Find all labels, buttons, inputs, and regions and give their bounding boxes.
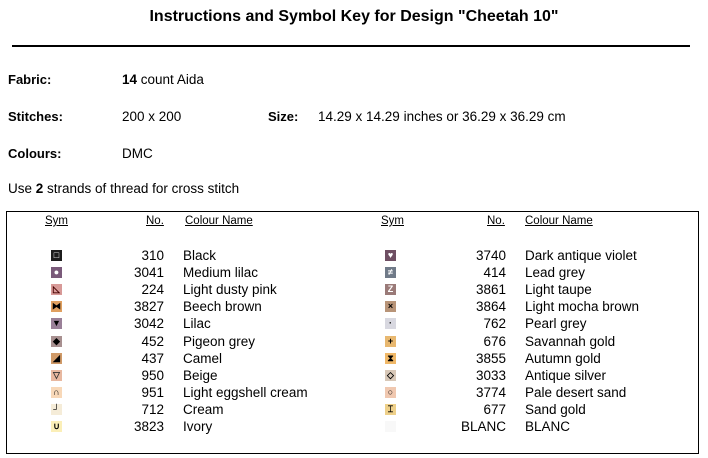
colour-name: Pale desert sand <box>525 384 627 400</box>
symbol-swatch-icon: ⌶ <box>385 403 396 415</box>
colour-number: BLANC <box>460 419 506 434</box>
colour-name: Beige <box>183 367 218 383</box>
colour-name: Beech brown <box>183 299 262 315</box>
colour-number: 712 <box>141 401 164 417</box>
fabric-value: 14 count Aida <box>122 72 204 87</box>
strand-instruction: Use 2 strands of thread for cross stitch <box>8 181 240 196</box>
symbol-swatch-icon: · <box>385 318 396 330</box>
colour-number: 3740 <box>475 248 506 263</box>
colour-name: BLANC <box>525 419 571 434</box>
colour-name: Sand gold <box>525 401 586 417</box>
colour-number: 951 <box>141 384 164 400</box>
symbol-swatch-icon: ⧗ <box>385 352 396 364</box>
symbol-swatch-icon: ▽ <box>51 369 62 381</box>
colour-name: Dark antique violet <box>525 248 637 263</box>
header-name-right: Colour Name <box>525 215 593 227</box>
colour-name: Light eggshell cream <box>183 384 308 400</box>
colour-number: 224 <box>141 282 164 298</box>
colour-name: Light mocha brown <box>525 299 640 315</box>
colour-name: Pearl grey <box>525 316 587 332</box>
colour-name: Pigeon grey <box>183 333 256 349</box>
header-sym-left: Sym <box>45 215 68 227</box>
colour-name: Black <box>183 248 217 263</box>
colour-name: Camel <box>183 350 223 366</box>
colour-name: Medium lilac <box>183 265 259 281</box>
colours-label: Colours: <box>8 146 62 161</box>
colour-name: Antique silver <box>525 367 607 383</box>
symbol-swatch-icon: □ <box>51 250 62 261</box>
colour-number: 3041 <box>133 265 164 281</box>
colour-number: 677 <box>483 401 506 417</box>
symbol-swatch-icon: ♥ <box>385 250 396 261</box>
symbol-swatch-icon: × <box>385 301 396 313</box>
symbol-swatch-icon: ▼ <box>51 318 62 330</box>
colour-number: 3823 <box>133 419 164 434</box>
symbol-swatch-icon: ◺ <box>51 284 62 296</box>
strand-count: 2 <box>35 181 44 196</box>
colour-name: Lilac <box>183 316 211 332</box>
symbol-swatch-icon: ◢ <box>51 352 62 364</box>
colour-name: Lead grey <box>525 265 586 281</box>
colour-name: Cream <box>183 401 224 417</box>
symbol-swatch-icon <box>385 421 396 432</box>
page-title: Instructions and Symbol Key for Design "… <box>149 8 559 25</box>
colour-number: 950 <box>141 367 164 383</box>
colour-number: 3864 <box>475 299 506 315</box>
colour-name: Light taupe <box>525 282 592 298</box>
colour-number: 676 <box>483 333 506 349</box>
header-name-left: Colour Name <box>185 215 253 227</box>
size-value: 14.29 x 14.29 inches or 36.29 x 36.29 cm <box>318 109 566 124</box>
symbol-swatch-icon: ∩ <box>51 386 62 398</box>
colour-name: Savannah gold <box>525 333 616 349</box>
symbol-swatch-icon: ⧓ <box>51 301 62 313</box>
colour-number: 3042 <box>133 316 164 332</box>
colour-number: 437 <box>141 350 164 366</box>
colour-number: 3033 <box>475 367 506 383</box>
colour-name: Light dusty pink <box>183 282 277 298</box>
symbol-swatch-icon: ● <box>51 267 62 279</box>
header-no-left: No. <box>146 215 164 227</box>
colour-number: 762 <box>483 316 506 332</box>
fabric-label: Fabric: <box>8 72 52 87</box>
header-sym-right: Sym <box>381 215 404 227</box>
symbol-swatch-icon: ◆ <box>51 335 62 347</box>
colour-number: 3855 <box>475 350 506 366</box>
colour-name: Autumn gold <box>525 350 601 366</box>
fabric-count: 14 <box>122 72 138 87</box>
fabric-type: count Aida <box>137 72 204 87</box>
stitches-label: Stitches: <box>8 109 63 124</box>
title-divider <box>12 45 690 47</box>
colour-number: 3861 <box>475 282 506 298</box>
size-label: Size: <box>268 109 299 124</box>
header-no-right: No. <box>487 215 505 227</box>
symbol-swatch-icon: ┘ <box>51 403 62 415</box>
colour-name: Ivory <box>183 419 213 434</box>
symbol-swatch-icon: ≠ <box>385 267 396 279</box>
stitches-value: 200 x 200 <box>122 109 182 124</box>
colour-number: 3774 <box>475 384 506 400</box>
symbol-swatch-icon: ○ <box>385 386 396 398</box>
symbol-swatch-icon: ∪ <box>51 421 62 432</box>
symbol-key-table <box>6 211 699 454</box>
colour-number: 310 <box>141 248 164 263</box>
symbol-swatch-icon: Z <box>385 284 396 296</box>
colour-number: 414 <box>483 265 506 281</box>
symbol-swatch-icon: ◇ <box>385 369 396 381</box>
symbol-swatch-icon: + <box>385 335 396 347</box>
colours-value: DMC <box>122 146 153 161</box>
colour-number: 452 <box>141 333 164 349</box>
colour-number: 3827 <box>133 299 164 315</box>
